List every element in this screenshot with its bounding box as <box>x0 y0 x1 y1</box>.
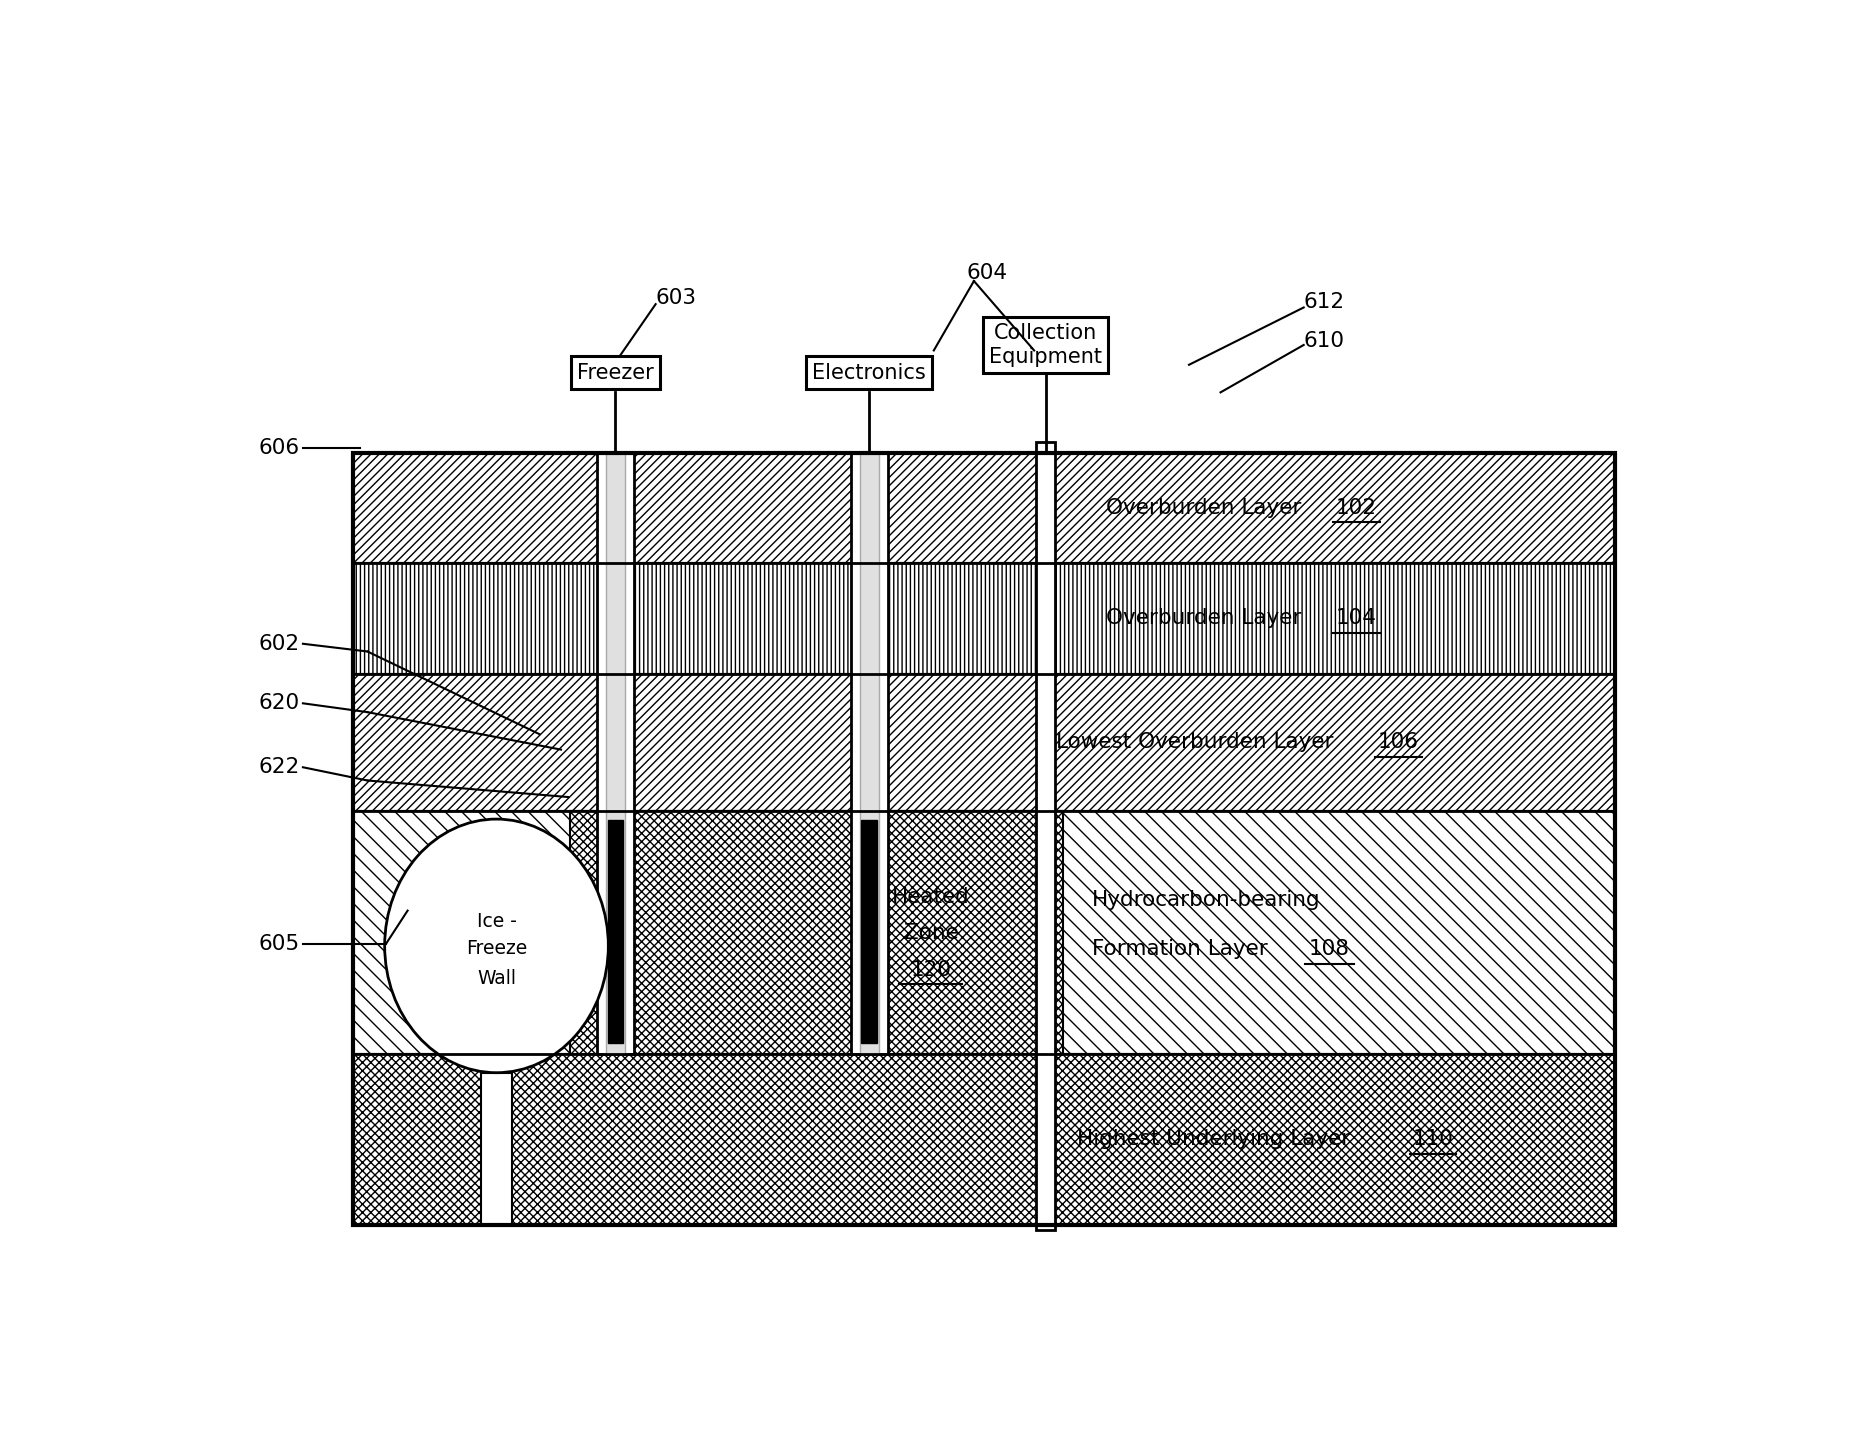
Text: 104: 104 <box>1336 609 1376 629</box>
Text: Zone: Zone <box>903 922 958 942</box>
Text: 606: 606 <box>259 438 300 457</box>
Text: 120: 120 <box>910 959 951 979</box>
Bar <box>860 453 879 1054</box>
Bar <box>353 563 1615 673</box>
Bar <box>607 821 623 1042</box>
Text: Ice -: Ice - <box>477 912 516 931</box>
Bar <box>353 453 1615 1224</box>
Bar <box>607 453 625 1054</box>
Text: Wall: Wall <box>477 969 516 988</box>
Text: 605: 605 <box>259 934 300 954</box>
Bar <box>598 453 635 1054</box>
Bar <box>1036 442 1054 1230</box>
Text: 620: 620 <box>259 693 300 713</box>
Text: Formation Layer: Formation Layer <box>1092 939 1275 959</box>
Bar <box>353 453 1615 563</box>
Text: Overburden Layer: Overburden Layer <box>1106 609 1308 629</box>
Text: Lowest Overburden Layer: Lowest Overburden Layer <box>1056 732 1339 752</box>
Text: Overburden Layer: Overburden Layer <box>1106 498 1308 518</box>
Ellipse shape <box>385 819 609 1073</box>
Bar <box>353 1054 1615 1224</box>
Bar <box>851 453 888 1054</box>
Bar <box>862 821 877 1042</box>
Bar <box>570 812 1062 1054</box>
Text: 603: 603 <box>655 288 696 308</box>
Text: 106: 106 <box>1378 732 1419 752</box>
Bar <box>481 1073 512 1224</box>
Text: 108: 108 <box>1308 939 1349 959</box>
Text: Collection
Equipment: Collection Equipment <box>990 324 1103 367</box>
Bar <box>353 673 1615 812</box>
Text: Freezer: Freezer <box>577 362 653 382</box>
Text: 622: 622 <box>259 758 300 778</box>
Text: Highest Underlying Layer: Highest Underlying Layer <box>1077 1130 1358 1150</box>
Bar <box>353 812 1615 1054</box>
Text: 610: 610 <box>1302 331 1345 351</box>
Text: Freeze: Freeze <box>466 938 527 958</box>
Text: 604: 604 <box>966 263 1008 284</box>
Text: Hydrocarbon-bearing: Hydrocarbon-bearing <box>1092 889 1321 909</box>
Text: 612: 612 <box>1302 292 1345 312</box>
Text: Heated: Heated <box>892 888 969 908</box>
Text: 602: 602 <box>259 634 300 654</box>
Text: 110: 110 <box>1413 1130 1454 1150</box>
Text: Electronics: Electronics <box>812 362 927 382</box>
Text: 102: 102 <box>1336 498 1376 518</box>
